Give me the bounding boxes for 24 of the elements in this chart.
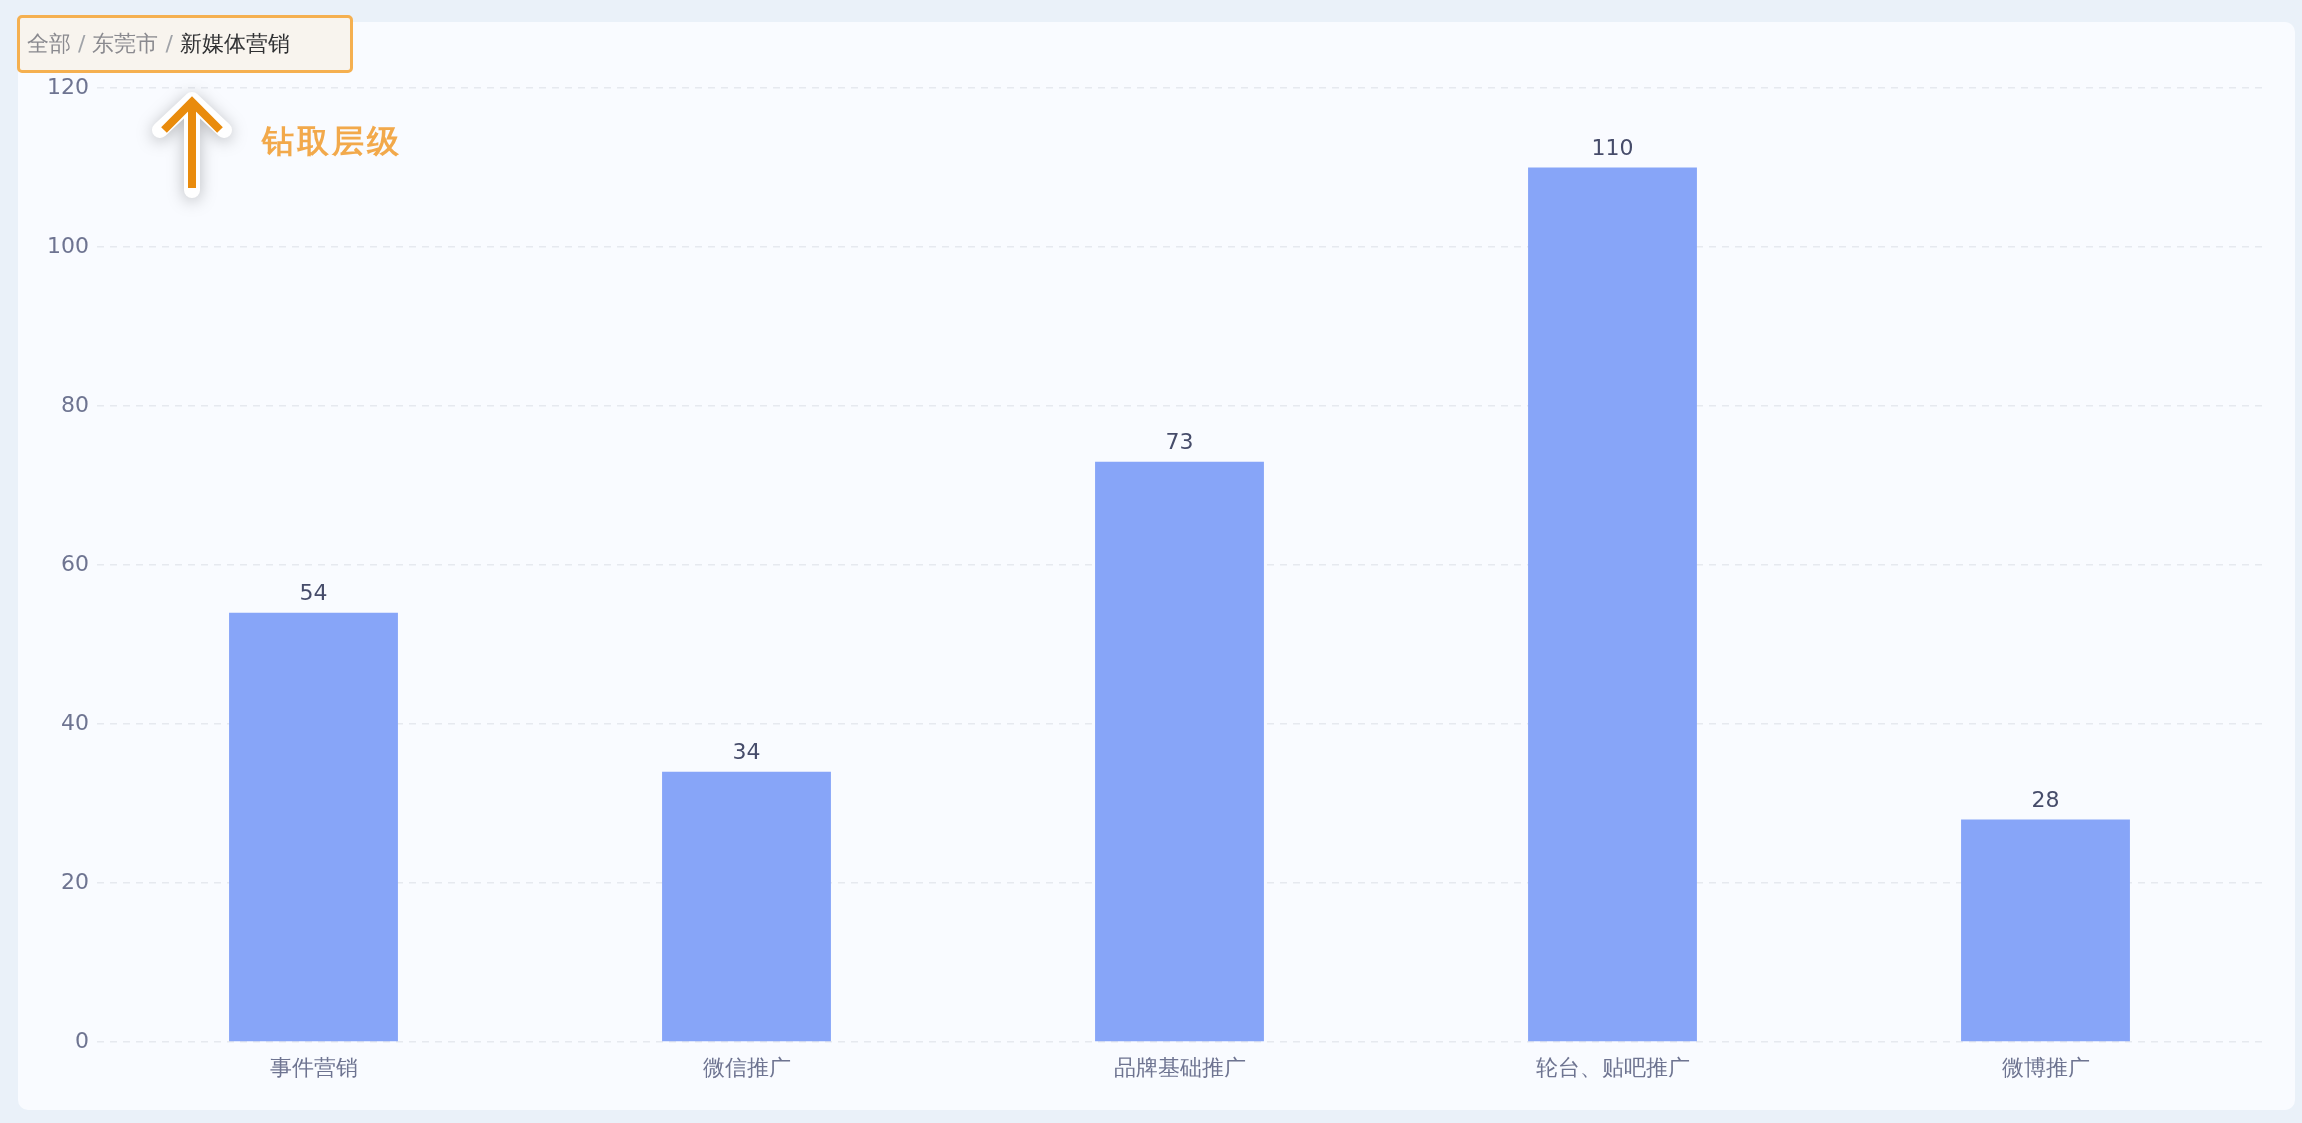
bar [229,612,398,1042]
y-tick-label: 60 [61,550,89,576]
data-label: 34 [732,739,761,765]
x-tick-label: 品牌基础推广 [1113,1054,1246,1080]
y-tick-label: 80 [61,391,89,417]
x-tick-label: 微博推广 [2001,1054,2090,1080]
data-label: 110 [1591,135,1634,161]
y-tick-label: 40 [61,709,89,735]
bar [1095,461,1264,1042]
y-tick-label: 20 [61,868,89,894]
y-tick-label: 120 [47,73,89,99]
x-tick-label: 微信推广 [702,1054,791,1080]
bar [1961,819,2130,1042]
data-label: 54 [299,580,328,606]
annotation: 钻取层级 [262,121,402,162]
data-label: 28 [2031,787,2060,813]
chart-title: 全部 / 东莞市 / 新媒体营销 [27,31,290,56]
bar [662,771,831,1042]
x-tick-label: 轮台、贴吧推广 [1535,1054,1690,1080]
x-tick-label: 事件营销 [269,1054,358,1080]
y-tick-label: 100 [47,232,89,258]
y-tick-label: 0 [75,1027,89,1053]
bar [1528,167,1697,1042]
data-label: 73 [1165,429,1194,455]
